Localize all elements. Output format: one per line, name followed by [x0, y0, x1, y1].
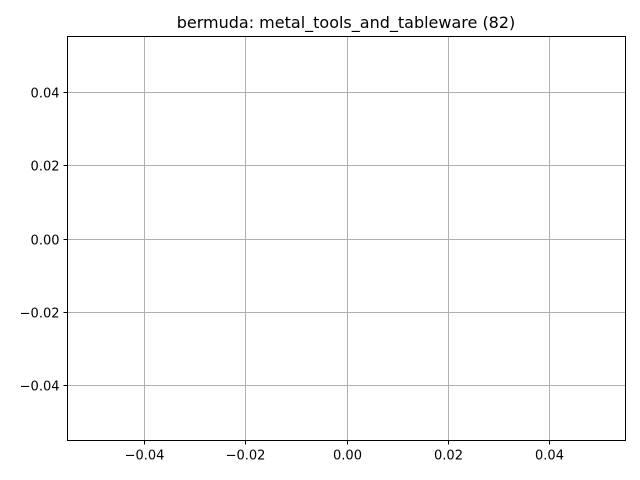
x-tick-label: −0.04 — [125, 449, 165, 464]
y-tick-label: −0.02 — [20, 307, 60, 322]
y-tick-label: 0.00 — [31, 234, 60, 249]
y-tick-label: 0.02 — [31, 160, 60, 175]
y-axis: −0.04 −0.02 0.00 0.02 0.04 — [20, 87, 68, 395]
chart-title: bermuda: metal_tools_and_tableware (82) — [177, 13, 516, 33]
x-tick-label: 0.04 — [535, 449, 564, 464]
y-tick-label: −0.04 — [20, 380, 60, 395]
x-axis: −0.04 −0.02 0.00 0.02 0.04 — [125, 440, 564, 464]
x-tick-label: −0.02 — [226, 449, 266, 464]
axes-frame — [67, 36, 626, 441]
x-tick-label: 0.00 — [333, 449, 362, 464]
grid-lines — [67, 36, 626, 441]
x-tick-label: 0.02 — [434, 449, 463, 464]
y-tick-label: 0.04 — [31, 87, 60, 102]
